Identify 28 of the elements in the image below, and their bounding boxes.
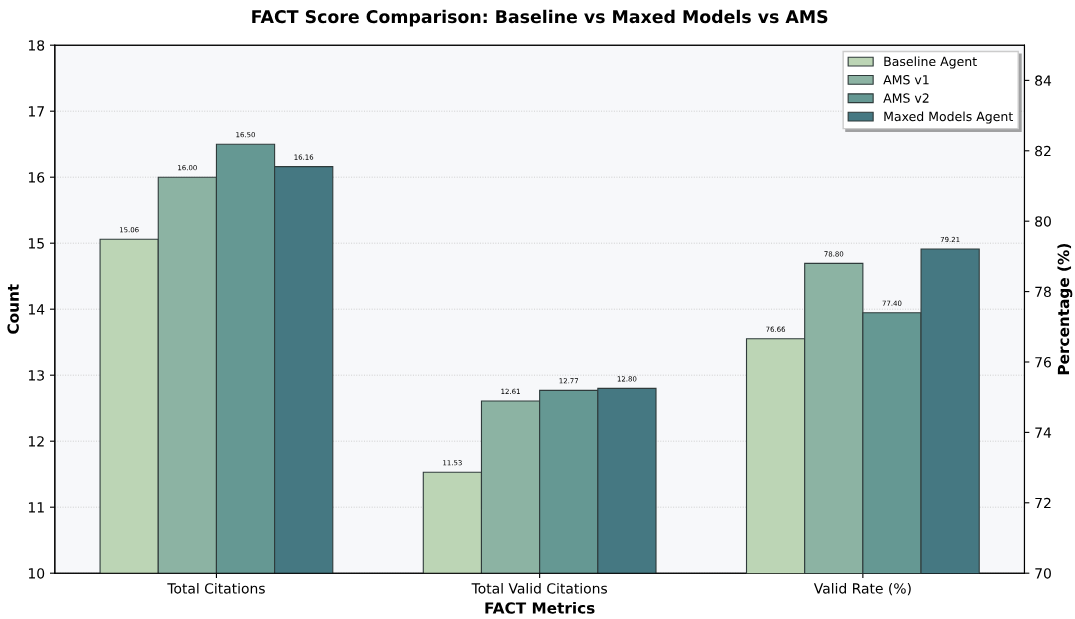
x-axis-title: FACT Metrics (485, 601, 595, 614)
x-tick-label: Total Valid Citations (471, 582, 608, 594)
y2-axis-title: Percentage (%) (1057, 244, 1073, 375)
legend-label: AMS v1 (883, 75, 929, 85)
y2-tick-label: 76 (1035, 356, 1051, 368)
y-tick-label: 11 (28, 502, 44, 513)
y2-tick-label: 80 (1035, 216, 1051, 227)
y-axis-title: Count (7, 284, 19, 334)
y-tick-label: 13 (28, 370, 44, 381)
legend-label: Maxed Models Agent (884, 111, 1013, 124)
y-tick-label: 16 (28, 172, 45, 183)
y-tick-label: 18 (28, 40, 45, 51)
y-tick-label: 15 (28, 238, 44, 249)
y-tick-label: 17 (28, 106, 44, 117)
y-tick-label: 14 (28, 304, 45, 315)
y-tick-label: 12 (28, 436, 44, 447)
legend-label: AMS v2 (883, 93, 929, 103)
x-tick-label: Total Citations (167, 582, 265, 594)
y2-tick-label: 70 (1035, 568, 1051, 579)
legend-label: Baseline Agent (884, 56, 977, 69)
chart-title: FACT Score Comparison: Baseline vs Maxed Models vs AMS (252, 9, 828, 27)
y2-tick-label: 82 (1035, 145, 1051, 157)
y2-tick-label: 74 (1035, 427, 1052, 438)
x-tick-label: Valid Rate (%) (813, 582, 911, 596)
y2-tick-label: 78 (1035, 286, 1051, 298)
y2-tick-label: 72 (1035, 497, 1051, 509)
y-tick-label: 10 (28, 568, 45, 579)
y2-tick-label: 84 (1035, 75, 1052, 86)
